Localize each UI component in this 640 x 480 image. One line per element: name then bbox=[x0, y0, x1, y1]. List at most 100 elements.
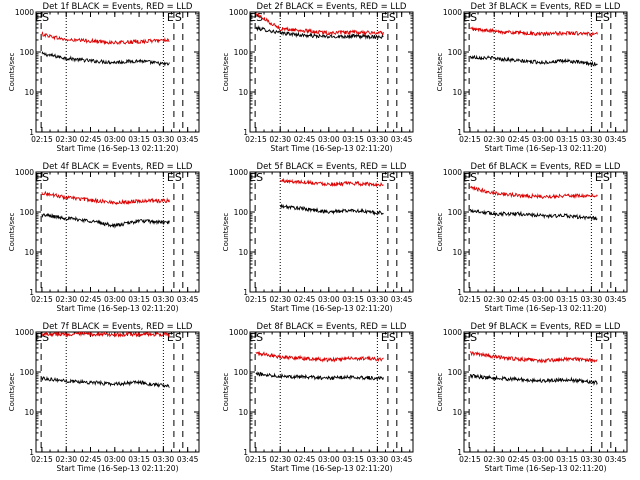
y-tick-label: 100 bbox=[448, 368, 463, 377]
y-tick-label: 10 bbox=[238, 408, 248, 417]
y-tick-label: 1000 bbox=[229, 168, 248, 177]
x-tick-label: 03:45 bbox=[605, 295, 627, 304]
plot-frame bbox=[463, 331, 628, 453]
y-tick-label: 1 bbox=[457, 448, 462, 457]
marker-label-e: E bbox=[595, 171, 602, 184]
panel-title: Det 2f BLACK = Events, RED = LLD bbox=[257, 2, 407, 12]
x-tick-label: 03:30 bbox=[581, 295, 603, 304]
plot-frame bbox=[35, 171, 200, 293]
y-tick-label: 10 bbox=[238, 248, 248, 257]
y-axis-label: Counts/sec bbox=[8, 213, 16, 252]
x-tick-label: 02:30 bbox=[55, 455, 77, 464]
x-tick-label: 02:45 bbox=[508, 295, 530, 304]
marker-label-e: E bbox=[463, 171, 470, 184]
x-tick-label: 03:30 bbox=[367, 135, 389, 144]
detector-panel-1: Det 1f BLACK = Events, RED = LLD 1 10 100 10… bbox=[8, 2, 200, 153]
y-tick-label: 100 bbox=[20, 48, 35, 57]
marker-label-e: E bbox=[35, 171, 42, 184]
marker-label-s: S bbox=[42, 11, 49, 24]
x-tick-label: 02:30 bbox=[269, 135, 291, 144]
lld-series-line bbox=[469, 185, 598, 200]
x-tick-label: 03:30 bbox=[153, 135, 175, 144]
x-tick-label: 03:30 bbox=[367, 455, 389, 464]
marker-label-s: S bbox=[603, 171, 610, 184]
x-axis-label: Start Time (16-Sep-13 02:11:20) bbox=[57, 304, 179, 313]
events-series-line bbox=[469, 54, 598, 68]
events-series-line bbox=[41, 51, 170, 67]
marker-label-e: E bbox=[381, 331, 388, 344]
x-tick-label: 02:15 bbox=[31, 135, 53, 144]
x-axis-label: Start Time (16-Sep-13 02:11:20) bbox=[485, 144, 607, 153]
y-tick-label: 1 bbox=[457, 128, 462, 137]
x-tick-label: 03:15 bbox=[128, 135, 150, 144]
panel-title: Det 4f BLACK = Events, RED = LLD bbox=[43, 162, 193, 172]
x-tick-label: 03:30 bbox=[153, 295, 175, 304]
panel-title: Det 6f BLACK = Events, RED = LLD bbox=[471, 162, 621, 172]
x-tick-label: 03:15 bbox=[556, 295, 578, 304]
x-tick-label: 03:30 bbox=[581, 135, 603, 144]
x-tick-label: 02:15 bbox=[459, 455, 481, 464]
x-tick-label: 03:45 bbox=[605, 455, 627, 464]
lld-series-line bbox=[255, 350, 384, 363]
detector-panel-3: Det 3f BLACK = Events, RED = LLD 1 10 100 10… bbox=[436, 2, 628, 153]
x-tick-label: 03:00 bbox=[318, 135, 340, 144]
y-tick-label: 100 bbox=[234, 208, 249, 217]
marker-label-s: S bbox=[603, 331, 610, 344]
x-tick-label: 03:30 bbox=[153, 455, 175, 464]
events-series-line bbox=[255, 371, 384, 381]
detector-panel-4: Det 4f BLACK = Events, RED = LLD 1 10 100 10… bbox=[8, 162, 200, 313]
marker-label-e: E bbox=[35, 331, 42, 344]
x-tick-label: 02:30 bbox=[55, 135, 77, 144]
marker-label-e: E bbox=[167, 331, 174, 344]
marker-label-s: S bbox=[256, 331, 263, 344]
panel-title: Det 7f BLACK = Events, RED = LLD bbox=[43, 322, 193, 332]
lld-series-line bbox=[469, 351, 598, 364]
y-tick-label: 1000 bbox=[15, 328, 34, 337]
marker-label-e: E bbox=[35, 11, 42, 24]
y-tick-label: 1 bbox=[243, 128, 248, 137]
x-tick-label: 02:45 bbox=[80, 455, 102, 464]
y-tick-label: 100 bbox=[20, 208, 35, 217]
x-tick-label: 02:15 bbox=[459, 135, 481, 144]
y-tick-label: 1 bbox=[243, 448, 248, 457]
x-tick-label: 02:45 bbox=[294, 455, 316, 464]
plot-frame bbox=[35, 11, 200, 133]
plot-frame bbox=[249, 11, 414, 133]
y-axis-label: Counts/sec bbox=[222, 53, 230, 92]
marker-label-e: E bbox=[249, 171, 256, 184]
events-series-line bbox=[41, 212, 170, 229]
x-tick-label: 03:15 bbox=[342, 455, 364, 464]
x-tick-label: 02:30 bbox=[483, 455, 505, 464]
marker-label-s: S bbox=[389, 171, 396, 184]
x-tick-label: 03:45 bbox=[391, 295, 413, 304]
y-tick-label: 1000 bbox=[443, 8, 462, 17]
panel-title: Det 8f BLACK = Events, RED = LLD bbox=[257, 322, 407, 332]
x-tick-label: 03:45 bbox=[391, 135, 413, 144]
y-axis-label: Counts/sec bbox=[436, 213, 444, 252]
x-tick-label: 03:00 bbox=[104, 455, 126, 464]
x-tick-label: 03:00 bbox=[532, 295, 554, 304]
x-tick-label: 03:30 bbox=[367, 295, 389, 304]
marker-label-s: S bbox=[389, 331, 396, 344]
marker-label-s: S bbox=[256, 171, 263, 184]
x-tick-label: 03:45 bbox=[391, 455, 413, 464]
detector-panel-6: Det 6f BLACK = Events, RED = LLD 1 10 100 10… bbox=[436, 162, 628, 313]
x-tick-label: 02:15 bbox=[245, 295, 267, 304]
y-tick-label: 100 bbox=[448, 48, 463, 57]
detector-panel-5: Det 5f BLACK = Events, RED = LLD 1 10 100 10… bbox=[222, 162, 414, 313]
marker-label-e: E bbox=[463, 331, 470, 344]
marker-label-e: E bbox=[167, 11, 174, 24]
y-axis-label: Counts/sec bbox=[8, 53, 16, 92]
x-tick-label: 02:45 bbox=[80, 295, 102, 304]
marker-label-e: E bbox=[249, 11, 256, 24]
panel-title: Det 9f BLACK = Events, RED = LLD bbox=[471, 322, 621, 332]
lld-series-line bbox=[41, 190, 170, 206]
x-tick-label: 03:45 bbox=[177, 455, 199, 464]
x-tick-label: 03:15 bbox=[128, 295, 150, 304]
x-tick-label: 03:15 bbox=[556, 455, 578, 464]
y-axis-label: Counts/sec bbox=[436, 373, 444, 412]
y-axis-label: Counts/sec bbox=[436, 53, 444, 92]
x-axis-label: Start Time (16-Sep-13 02:11:20) bbox=[271, 144, 393, 153]
y-tick-label: 100 bbox=[448, 208, 463, 217]
